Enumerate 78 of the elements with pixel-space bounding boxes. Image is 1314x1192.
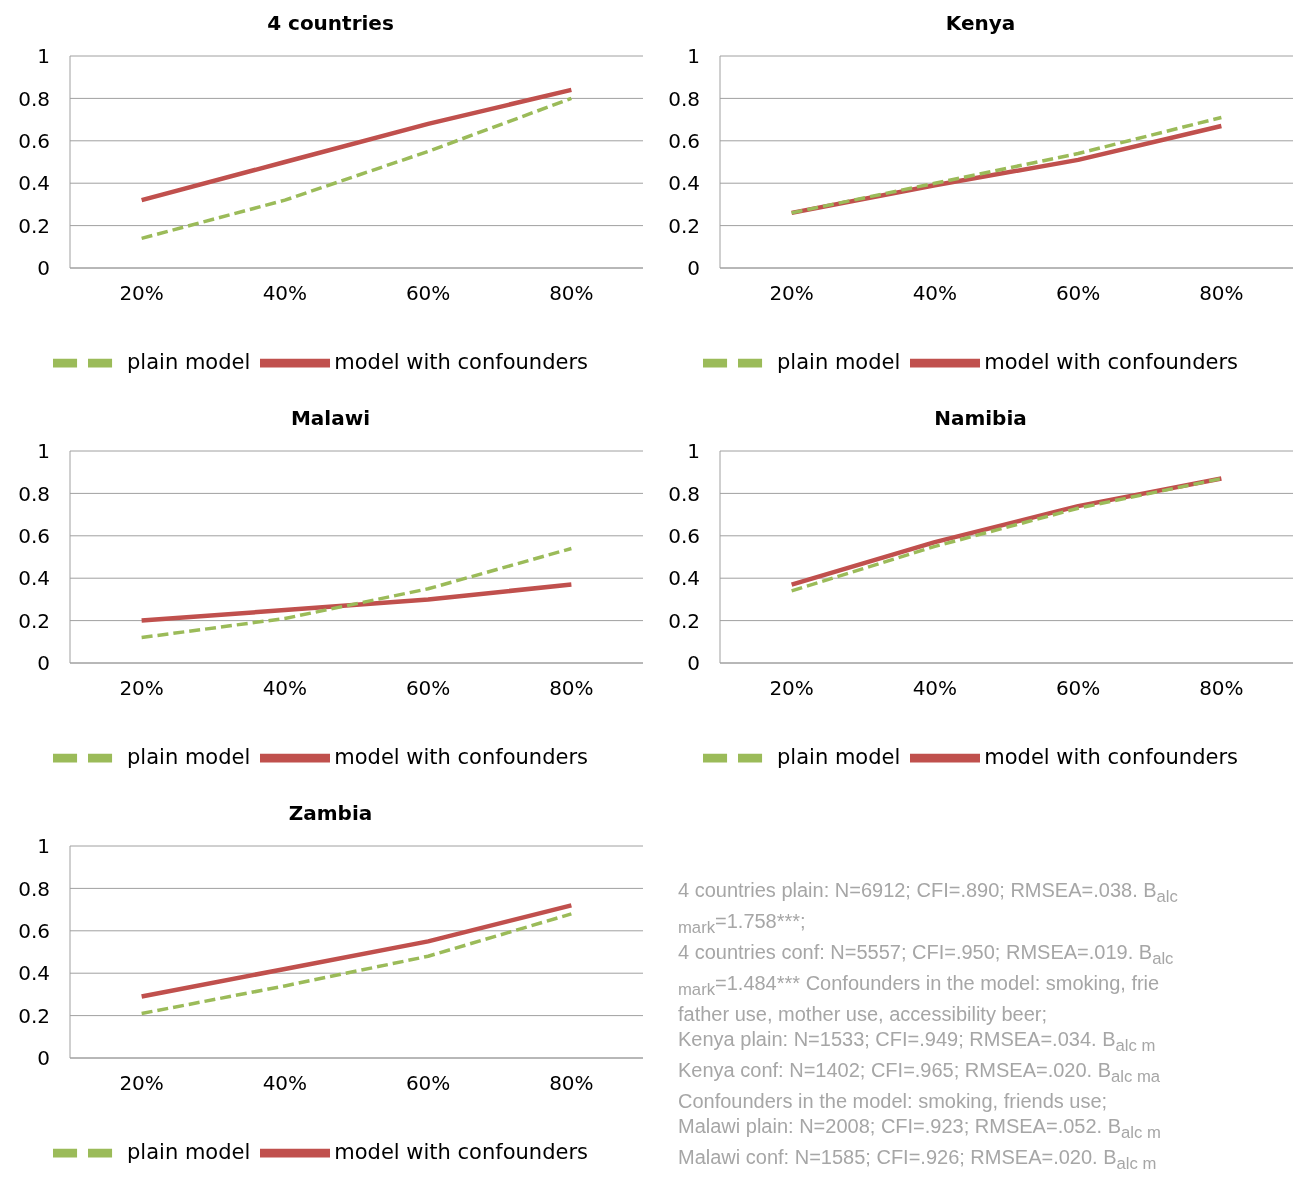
y-tick-label: 0.4 — [18, 566, 50, 591]
chart-title: Namibia — [933, 405, 1028, 432]
y-tick-label: 0.8 — [18, 481, 50, 506]
text: father use, mother use, accessibility beer; — [678, 1002, 1049, 1027]
y-tick-label: 0 — [37, 256, 50, 281]
line-series — [139, 96, 574, 241]
x-tick-label: 60% — [405, 676, 451, 701]
legend-label: plain model — [127, 745, 251, 769]
y-tick-label: 0.8 — [668, 481, 700, 506]
legend-label: plain model — [777, 745, 901, 769]
y-tick-label: 1 — [37, 439, 50, 464]
legend-label: model with confounders — [984, 745, 1238, 769]
y-tick-label: 0.8 — [668, 86, 700, 111]
y-tick-label: 0.6 — [18, 523, 50, 548]
text: Malawi plain: N=2008; CFI=.923; RMSEA=.052. B$_{alc m}$ — [678, 1114, 1162, 1144]
legend-label: plain model — [127, 1140, 251, 1164]
x-tick-label: 20% — [769, 676, 814, 701]
text: 4 countries plain: N=6912; CFI=.890; RMSEA=.038. B$_{alc}$ $_{mark}$=1.758***; — [678, 879, 1178, 937]
y-tick-label: 1 — [687, 439, 700, 464]
legend-label: model with confounders — [334, 745, 588, 769]
x-tick-label: 80% — [1199, 676, 1244, 701]
line-series — [139, 546, 574, 640]
chart-title: Zambia — [287, 800, 374, 827]
text: Kenya plain: N=1533; CFI=.949; RMSEA=.034. B$_{alc m}$ — [678, 1027, 1157, 1057]
y-tick-label: 1 — [37, 44, 50, 69]
y-tick-label: 0.8 — [18, 876, 50, 901]
x-tick-label: 80% — [549, 1071, 594, 1096]
y-tick-label: 0 — [37, 1046, 50, 1071]
line-series — [139, 582, 574, 623]
y-tick-label: 0.2 — [18, 1003, 50, 1028]
y-tick-label: 0 — [687, 651, 700, 676]
x-tick-label: 20% — [119, 281, 164, 306]
y-tick-label: 1 — [687, 44, 700, 69]
text: Malawi conf: N=1585; CFI=.926; RMSEA=.020. B$_{alc m}$ — [678, 1145, 1158, 1175]
legend-label: model with confounders — [334, 350, 588, 374]
x-tick-label: 20% — [119, 1071, 164, 1096]
x-tick-label: 60% — [1055, 676, 1101, 701]
y-tick-label: 0.6 — [18, 128, 50, 153]
y-tick-label: 0.2 — [18, 608, 50, 633]
y-tick-label: 0.2 — [668, 213, 700, 238]
x-tick-label: 20% — [119, 676, 164, 701]
legend-label: plain model — [127, 350, 251, 374]
y-tick-label: 0 — [37, 651, 50, 676]
y-tick-label: 0.2 — [668, 608, 700, 633]
y-tick-label: 0.6 — [668, 128, 700, 153]
legend-label: plain model — [777, 350, 901, 374]
line-series — [139, 903, 574, 999]
chart-title: 4 countries — [266, 10, 395, 37]
x-tick-label: 40% — [912, 676, 958, 701]
x-tick-label: 40% — [262, 281, 308, 306]
chart-title: Kenya — [944, 10, 1017, 37]
y-tick-label: 0.6 — [18, 918, 50, 943]
x-tick-label: 60% — [405, 281, 451, 306]
x-tick-label: 80% — [549, 676, 594, 701]
x-tick-label: 80% — [549, 281, 594, 306]
x-tick-label: 80% — [1199, 281, 1244, 306]
line-series — [139, 912, 574, 1016]
y-tick-label: 0 — [687, 256, 700, 281]
text: Confounders in the model: smoking, friends use; — [678, 1089, 1109, 1114]
y-tick-label: 0.4 — [18, 961, 50, 986]
legend-label: model with confounders — [334, 1140, 588, 1164]
y-tick-label: 0.4 — [18, 171, 50, 196]
y-tick-label: 1 — [37, 834, 50, 859]
chart-title: Malawi — [289, 405, 372, 432]
y-tick-label: 0.8 — [18, 86, 50, 111]
y-tick-label: 0.4 — [668, 171, 700, 196]
y-tick-label: 0.4 — [668, 566, 700, 591]
x-tick-label: 60% — [1055, 281, 1101, 306]
x-tick-label: 60% — [405, 1071, 451, 1096]
line-series — [139, 87, 574, 203]
y-tick-label: 0.6 — [668, 523, 700, 548]
text: Kenya conf: N=1402; CFI=.965; RMSEA=.020. B$_{alc ma}$ — [678, 1058, 1162, 1088]
legend-label: model with confounders — [984, 350, 1238, 374]
x-tick-label: 40% — [262, 676, 308, 701]
x-tick-label: 40% — [912, 281, 958, 306]
x-tick-label: 20% — [769, 281, 814, 306]
x-tick-label: 40% — [262, 1071, 308, 1096]
y-tick-label: 0.2 — [18, 213, 50, 238]
